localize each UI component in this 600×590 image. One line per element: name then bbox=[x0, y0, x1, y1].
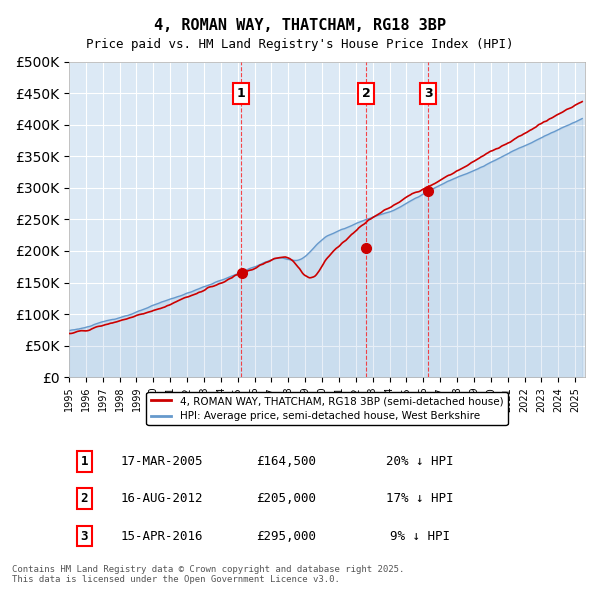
Text: 1: 1 bbox=[81, 455, 88, 468]
Text: £205,000: £205,000 bbox=[256, 492, 316, 505]
Text: £164,500: £164,500 bbox=[256, 455, 316, 468]
Legend: 4, ROMAN WAY, THATCHAM, RG18 3BP (semi-detached house), HPI: Average price, semi: 4, ROMAN WAY, THATCHAM, RG18 3BP (semi-d… bbox=[146, 392, 508, 425]
Text: £295,000: £295,000 bbox=[256, 530, 316, 543]
Text: 15-APR-2016: 15-APR-2016 bbox=[121, 530, 203, 543]
Text: 2: 2 bbox=[81, 492, 88, 505]
Text: Contains HM Land Registry data © Crown copyright and database right 2025.
This d: Contains HM Land Registry data © Crown c… bbox=[12, 565, 404, 584]
Text: 17-MAR-2005: 17-MAR-2005 bbox=[121, 455, 203, 468]
Text: 3: 3 bbox=[81, 530, 88, 543]
Text: 16-AUG-2012: 16-AUG-2012 bbox=[121, 492, 203, 505]
Text: 17% ↓ HPI: 17% ↓ HPI bbox=[386, 492, 454, 505]
Text: 4, ROMAN WAY, THATCHAM, RG18 3BP: 4, ROMAN WAY, THATCHAM, RG18 3BP bbox=[154, 18, 446, 32]
Text: 3: 3 bbox=[424, 87, 433, 100]
Text: 20% ↓ HPI: 20% ↓ HPI bbox=[386, 455, 454, 468]
Text: 1: 1 bbox=[237, 87, 245, 100]
Text: 9% ↓ HPI: 9% ↓ HPI bbox=[390, 530, 450, 543]
Text: 2: 2 bbox=[362, 87, 371, 100]
Text: Price paid vs. HM Land Registry's House Price Index (HPI): Price paid vs. HM Land Registry's House … bbox=[86, 38, 514, 51]
